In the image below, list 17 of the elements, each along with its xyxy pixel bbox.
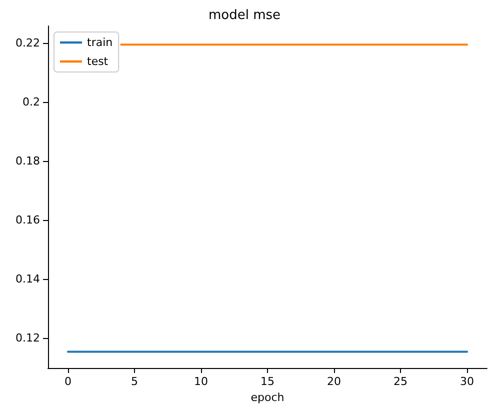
y-tick-label: 0.14 [16, 272, 40, 286]
y-tick-label: 0.2 [22, 96, 40, 109]
y-tick-label: 0.22 [16, 36, 40, 50]
x-tick-label: 15 [260, 375, 274, 388]
x-tick-label: 20 [327, 375, 342, 388]
x-tick-label: 10 [194, 375, 208, 388]
legend-label: test [87, 55, 109, 68]
y-tick-label: 0.18 [16, 154, 40, 168]
x-tick-label: 25 [394, 375, 408, 388]
legend-label: train [87, 36, 113, 49]
x-tick-label: 0 [64, 375, 72, 388]
y-tick-label: 0.12 [16, 331, 40, 344]
chart-title: model mse [208, 8, 281, 23]
x-tick-label: 5 [130, 375, 138, 388]
y-tick-label: 0.16 [16, 213, 40, 226]
x-axis-title: epoch [250, 391, 284, 404]
x-tick-label: 30 [460, 375, 474, 388]
